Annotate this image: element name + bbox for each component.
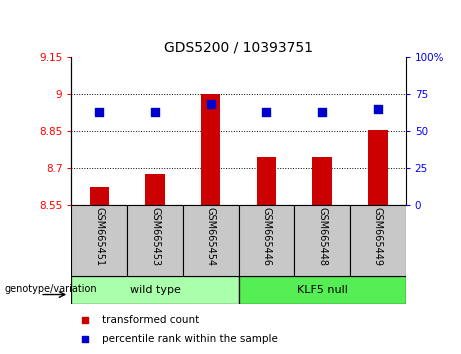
Bar — [239, 276, 406, 304]
Bar — [71, 205, 127, 276]
Bar — [239, 205, 294, 276]
Text: KLF5 null: KLF5 null — [297, 285, 348, 295]
Bar — [183, 205, 238, 276]
Bar — [257, 157, 276, 205]
Text: GSM665454: GSM665454 — [206, 207, 216, 267]
Bar — [368, 130, 388, 205]
Bar — [313, 157, 332, 205]
Text: transformed count: transformed count — [101, 315, 199, 325]
Text: GSM665446: GSM665446 — [261, 207, 272, 267]
Point — [263, 109, 270, 114]
Text: GSM665448: GSM665448 — [317, 207, 327, 267]
Point — [95, 109, 103, 114]
Point — [151, 109, 159, 114]
Bar — [145, 174, 165, 205]
Bar — [71, 276, 239, 304]
Point — [81, 317, 89, 323]
Text: GSM665451: GSM665451 — [95, 207, 104, 267]
Title: GDS5200 / 10393751: GDS5200 / 10393751 — [164, 40, 313, 54]
Bar — [201, 94, 220, 205]
Point — [207, 101, 214, 107]
Text: wild type: wild type — [130, 285, 180, 295]
Point — [319, 109, 326, 114]
Text: GSM665453: GSM665453 — [150, 207, 160, 267]
Bar — [294, 205, 350, 276]
Point — [374, 106, 382, 112]
Bar — [89, 187, 109, 205]
Point — [81, 336, 89, 341]
Text: genotype/variation: genotype/variation — [5, 284, 97, 293]
Bar — [127, 205, 183, 276]
Text: percentile rank within the sample: percentile rank within the sample — [101, 333, 278, 344]
Text: GSM665449: GSM665449 — [373, 207, 383, 267]
Bar — [350, 205, 406, 276]
